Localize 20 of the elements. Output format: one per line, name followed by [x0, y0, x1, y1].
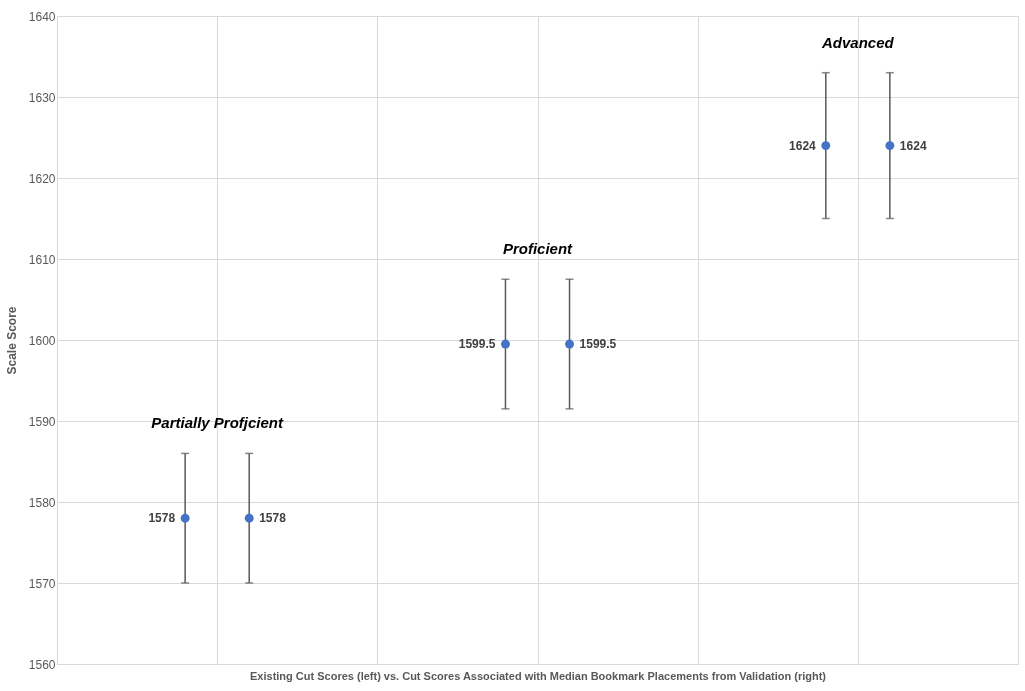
data-label: 1599.5	[458, 337, 496, 352]
y-tick-label: 1610	[28, 252, 56, 267]
y-tick-label: 1640	[28, 9, 56, 24]
y-tick-label: 1580	[28, 495, 56, 510]
data-label: 1599.5	[579, 337, 617, 352]
annotation: Proficient	[502, 240, 574, 258]
y-tick-label: 1590	[28, 414, 56, 429]
data-label: 1578	[148, 511, 176, 526]
data-label: 1578	[259, 511, 287, 526]
y-tick-label: 1570	[28, 576, 56, 591]
data-label: 1624	[899, 138, 927, 153]
annotation: Partially Profjcient	[151, 414, 285, 432]
y-tick-label: 1620	[28, 171, 56, 186]
x-axis-title: Existing Cut Scores (left) vs. Cut Scores Associated with Median Bookmark Placements from Validation (right)	[250, 669, 827, 682]
data-label: 1624	[789, 138, 817, 153]
y-tick-label: 1630	[28, 90, 56, 105]
y-tick-label: 1560	[28, 657, 56, 672]
y-axis-title: Scale Score	[4, 306, 19, 375]
annotation: Advanced	[820, 33, 895, 51]
y-tick-label: 1600	[28, 333, 56, 348]
